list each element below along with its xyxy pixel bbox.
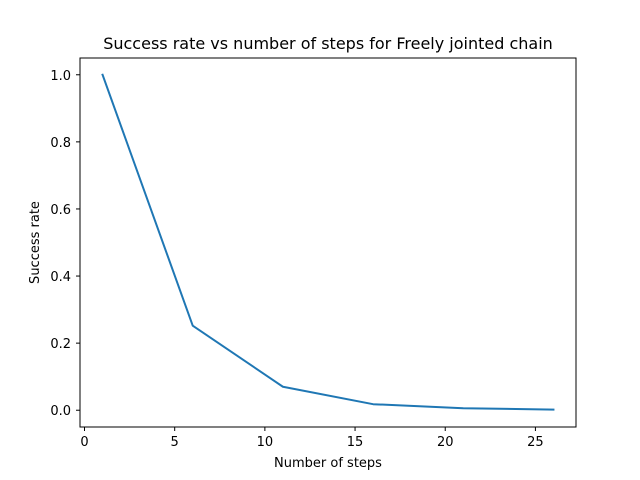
- y-axis-label: Success rate: [28, 201, 43, 284]
- y-tick-label: 0.8: [50, 136, 71, 151]
- x-axis-label: Number of steps: [274, 456, 382, 471]
- x-tick-label: 0: [80, 435, 88, 450]
- plot-frame: [79, 57, 577, 428]
- y-tick-label: 0.2: [50, 337, 71, 352]
- x-tick-label: 25: [527, 435, 544, 450]
- x-tick-label: 20: [437, 435, 454, 450]
- y-tick-label: 0.6: [50, 203, 71, 218]
- axis-ticks: 0 5 10 15 20 25 0.0 0.2 0.4 0.6 0.8 1.0: [50, 69, 543, 450]
- y-tick-label: 1.0: [50, 69, 71, 84]
- x-tick-label: 5: [171, 435, 179, 450]
- series-lines: [101, 73, 555, 411]
- series-line: [101, 73, 555, 411]
- x-tick-label: 10: [257, 435, 274, 450]
- y-tick-label: 0.4: [50, 270, 71, 285]
- chart-title: Success rate vs number of steps for Free…: [103, 34, 553, 53]
- plot-area: [80, 58, 576, 427]
- y-tick-label: 0.0: [50, 404, 71, 419]
- x-tick-label: 15: [347, 435, 364, 450]
